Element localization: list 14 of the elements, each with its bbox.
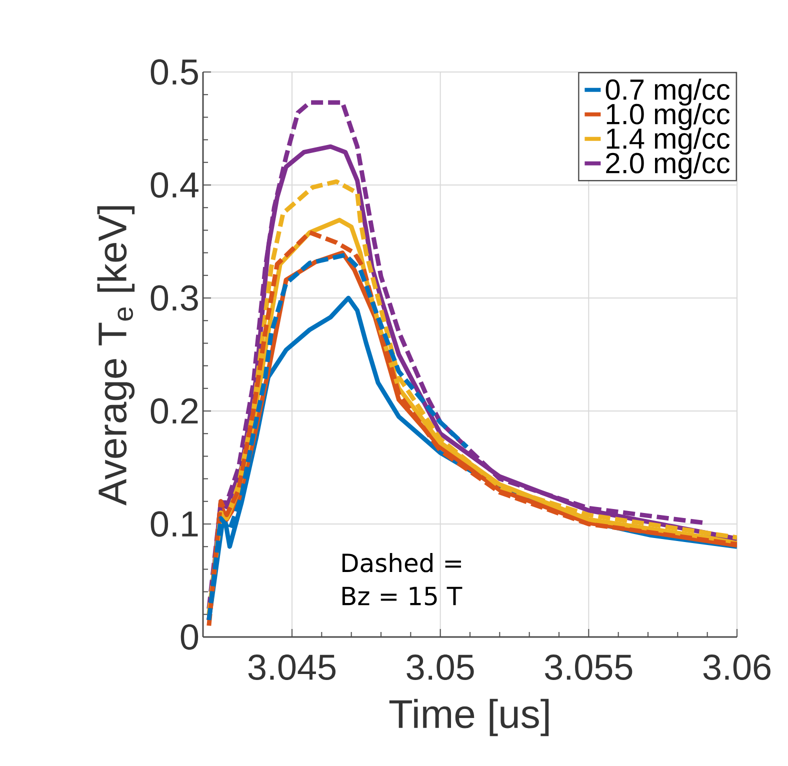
annotation: Bz = 15 T	[342, 586, 462, 606]
y-tick-label: 0.4	[150, 172, 198, 198]
y-tick-label: 0.3	[150, 285, 198, 311]
y-tick-label: 0.1	[150, 511, 198, 537]
x-tick-label: 3.06	[703, 654, 770, 680]
y-axis-title: Average T$_{e}$ [keV]	[97, 206, 135, 506]
y-tick-label: 0	[180, 624, 198, 650]
x-axis-title: Time [us]	[389, 698, 549, 736]
y-tick-label: 0.2	[150, 398, 198, 424]
x-tick-label: 3.05	[406, 654, 474, 680]
annotation: Dashed =	[342, 552, 461, 572]
x-tick-label: 3.045	[248, 654, 336, 680]
y-tick-label: 0.5	[150, 59, 198, 85]
x-tick-label: 3.055	[544, 654, 632, 680]
